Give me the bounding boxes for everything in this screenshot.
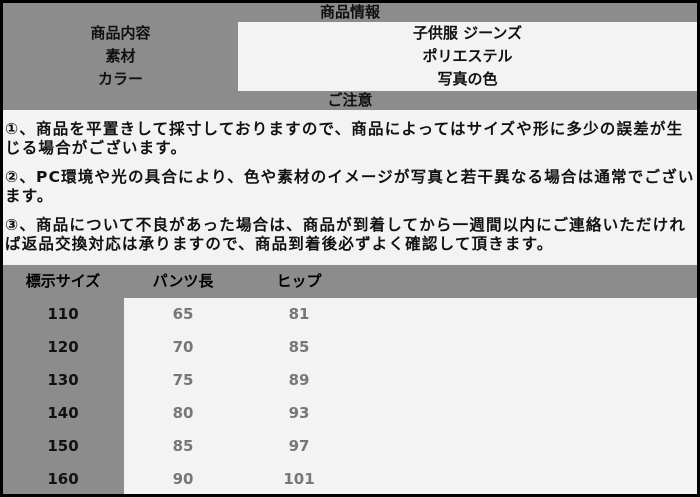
product-info-title: 商品情報	[319, 3, 380, 21]
table-cell: 80	[172, 404, 194, 422]
table-row: 140 80 93	[3, 397, 697, 430]
table-cell: 97	[288, 437, 310, 455]
table-cell: 120	[47, 338, 79, 356]
header-length: パンツ長	[152, 272, 214, 290]
size-table: 標示サイズ パンツ長 ヒップ 110 65 81 120 70 85 130 75 89 140 8…	[3, 265, 697, 494]
product-info-sheet: 商品情報 商品内容 子供服 ジーンズ 素材 ポリエステル カラー 写真の色 ご注…	[3, 3, 697, 494]
table-cell: 75	[172, 371, 194, 389]
header-hip: ヒップ	[276, 272, 322, 290]
table-cell: 110	[47, 305, 79, 323]
table-row: 130 75 89	[3, 364, 697, 397]
table-row: 150 85 97	[3, 430, 697, 463]
notice-item: ①、商品を平置きして採寸しておりますので、商品によってはサイズや形に多少の誤差が…	[5, 120, 684, 157]
info-row-color: カラー 写真の色	[3, 68, 697, 91]
table-cell: 70	[172, 338, 194, 356]
table-cell: 150	[47, 437, 79, 455]
info-row-content: 商品内容 子供服 ジーンズ	[3, 22, 697, 45]
table-cell: 101	[283, 470, 315, 488]
info-label: 商品内容	[90, 24, 151, 42]
info-value: ポリエステル	[238, 45, 697, 68]
notice-title: ご注意	[327, 91, 373, 109]
table-cell: 90	[172, 470, 194, 488]
table-cell: 65	[172, 305, 194, 323]
table-cell: 160	[47, 470, 79, 488]
info-label: 素材	[105, 47, 136, 65]
table-row: 160 90 101	[3, 463, 697, 496]
notice-item: ③、商品について不良があった場合は、商品が到着してから一週間以内にご連絡いただけ…	[5, 216, 687, 253]
size-table-header: 標示サイズ パンツ長 ヒップ	[3, 265, 697, 298]
table-row: 110 65 81	[3, 298, 697, 331]
notice-item: ②、PC環境や光の具合により、色や素材のイメージが写真と若干異なる場合は通常でご…	[5, 168, 695, 205]
table-cell: 89	[288, 371, 310, 389]
table-cell: 81	[288, 305, 310, 323]
info-row-material: 素材 ポリエステル	[3, 45, 697, 68]
table-cell: 140	[47, 404, 79, 422]
table-cell: 85	[172, 437, 194, 455]
table-row: 120 70 85	[3, 331, 697, 364]
table-cell: 130	[47, 371, 79, 389]
info-value: 写真の色	[238, 68, 697, 91]
notice-list: ①、商品を平置きして採寸しておりますので、商品によってはサイズや形に多少の誤差が…	[3, 110, 697, 265]
table-cell: 85	[288, 338, 310, 356]
header-size: 標示サイズ	[25, 272, 101, 290]
info-value: 子供服 ジーンズ	[238, 22, 697, 45]
table-cell: 93	[288, 404, 310, 422]
info-label: カラー	[97, 70, 143, 88]
